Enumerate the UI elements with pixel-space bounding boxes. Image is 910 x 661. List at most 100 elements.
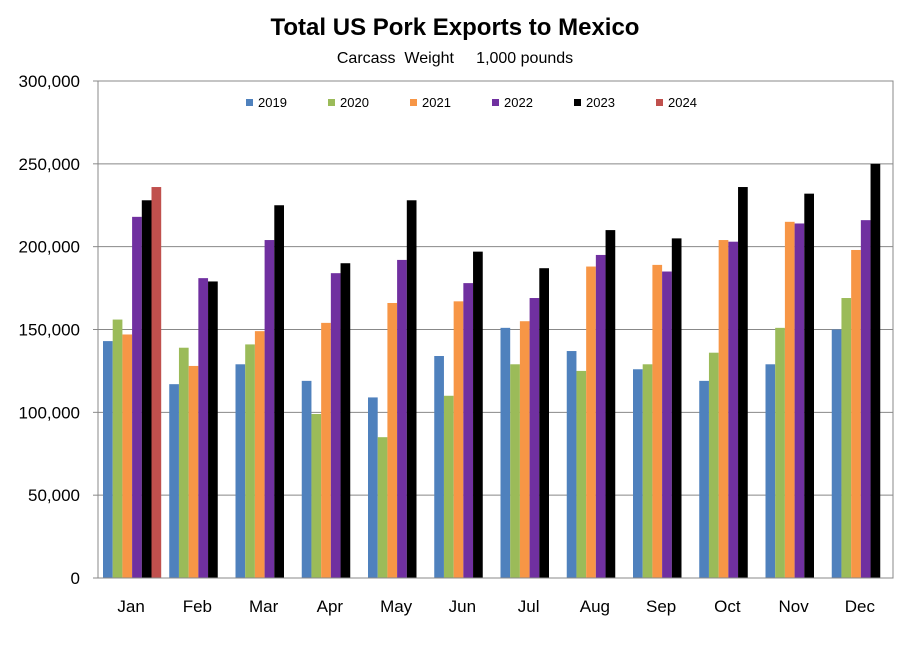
bar-2021-jan [122,334,133,578]
y-tick-label: 0 [71,569,80,588]
x-tick-label: Feb [183,597,212,616]
bar-2023-feb [208,281,218,578]
bar-2021-jul [519,321,530,578]
bar-2023-mar [274,205,284,578]
x-tick-label: Mar [249,597,279,616]
bar-2019-feb [169,384,179,578]
bar-2021-aug [586,266,596,578]
legend-label-2020: 2020 [340,95,369,110]
bar-2020-apr [311,413,322,578]
bar-2023-may [406,200,417,578]
bar-2022-mar [264,240,275,579]
bar-2019-may [368,397,378,578]
x-tick-label: Jun [449,597,476,616]
bar-2022-nov [794,223,805,578]
bar-2020-may [377,437,388,578]
legend-swatch-2019 [246,99,253,106]
bar-2020-jun [443,395,454,578]
legend-label-2022: 2022 [504,95,533,110]
legend-swatch-2023 [574,99,581,106]
x-tick-label: Sep [646,597,676,616]
bar-2022-jul [529,298,540,578]
chart-subtitle: Carcass Weight 1,000 pounds [336,50,574,67]
bar-2019-sep [633,369,643,578]
legend-swatch-2022 [492,99,499,106]
bars [103,163,881,579]
y-tick-label: 100,000 [19,403,80,422]
x-tick-label: Dec [845,597,876,616]
bar-2023-apr [340,263,351,578]
bar-2022-dec [860,220,871,578]
y-tick-label: 50,000 [28,486,80,505]
bar-2023-oct [738,187,748,578]
bar-2019-oct [699,380,709,578]
y-tick-label: 300,000 [19,72,80,91]
x-tick-label: May [380,597,413,616]
y-tick-label: 150,000 [19,321,80,340]
bar-2023-nov [804,193,814,579]
bar-2023-jul [539,268,549,578]
gridlines [98,163,893,496]
x-axis-ticks: Jan Feb Mar Apr May Jun Jul Aug Sep Oct Nov Dec [117,597,875,616]
legend-swatch-2020 [328,99,335,106]
y-axis-ticks: 0 50,000 100,000 150,000 200,000 250,000 300,0… [19,72,98,588]
bar-2019-jul [500,327,511,578]
x-tick-label: Aug [580,597,610,616]
bar-2021-feb [188,365,199,578]
bar-2020-aug [576,370,587,578]
bar-2021-may [387,302,398,578]
bar-2022-may [397,259,407,578]
bar-2020-feb [178,347,189,578]
bar-2019-dec [831,329,842,578]
bar-2022-feb [198,278,209,578]
bar-2022-jun [463,283,474,578]
bar-2020-mar [245,344,255,578]
bar-2020-nov [775,327,785,578]
bar-2019-aug [566,351,577,578]
bar-2022-aug [595,254,606,578]
bar-2020-jan [112,319,123,578]
x-tick-label: Nov [779,597,810,616]
bar-2024-jan [151,187,162,578]
bar-2023-aug [605,230,616,578]
bar-2021-sep [652,264,663,578]
bar-2022-jan [132,216,142,578]
legend-label-2023: 2023 [586,95,615,110]
chart-title: Total US Pork Exports to Mexico [270,14,640,41]
bar-2023-jan [141,200,152,578]
x-tick-label: Apr [317,597,344,616]
legend-label-2019: 2019 [258,95,287,110]
bar-2021-oct [718,240,729,579]
legend-swatch-2021 [410,99,417,106]
bar-2022-oct [728,241,739,579]
bar-2019-nov [765,364,776,578]
x-tick-label: Jan [117,597,144,616]
legend-label-2021: 2021 [422,95,451,110]
bar-2021-apr [321,322,331,578]
y-tick-label: 250,000 [19,155,80,174]
bar-2022-sep [662,271,672,578]
bar-2020-dec [841,298,852,578]
legend: 2019 2020 2021 2022 2023 2024 [246,95,697,110]
bar-2021-nov [784,221,795,579]
bar-2022-apr [330,273,341,578]
bar-2020-sep [642,364,653,578]
bar-2023-jun [473,251,483,579]
legend-swatch-2024 [656,99,663,106]
x-tick-label: Jul [518,597,540,616]
bar-2019-mar [235,364,246,578]
bar-2021-mar [254,331,265,578]
bar-2020-jul [510,364,520,578]
legend-label-2024: 2024 [668,95,697,110]
bar-2020-oct [708,352,719,578]
bar-2021-dec [851,249,861,579]
y-tick-label: 200,000 [19,238,80,257]
bar-2021-jun [453,301,464,578]
bar-2019-apr [301,380,312,578]
bar-2023-dec [870,163,881,579]
bar-2019-jan [103,341,113,578]
bar-2023-sep [671,238,682,578]
x-tick-label: Oct [714,597,741,616]
bar-2019-jun [434,356,444,578]
